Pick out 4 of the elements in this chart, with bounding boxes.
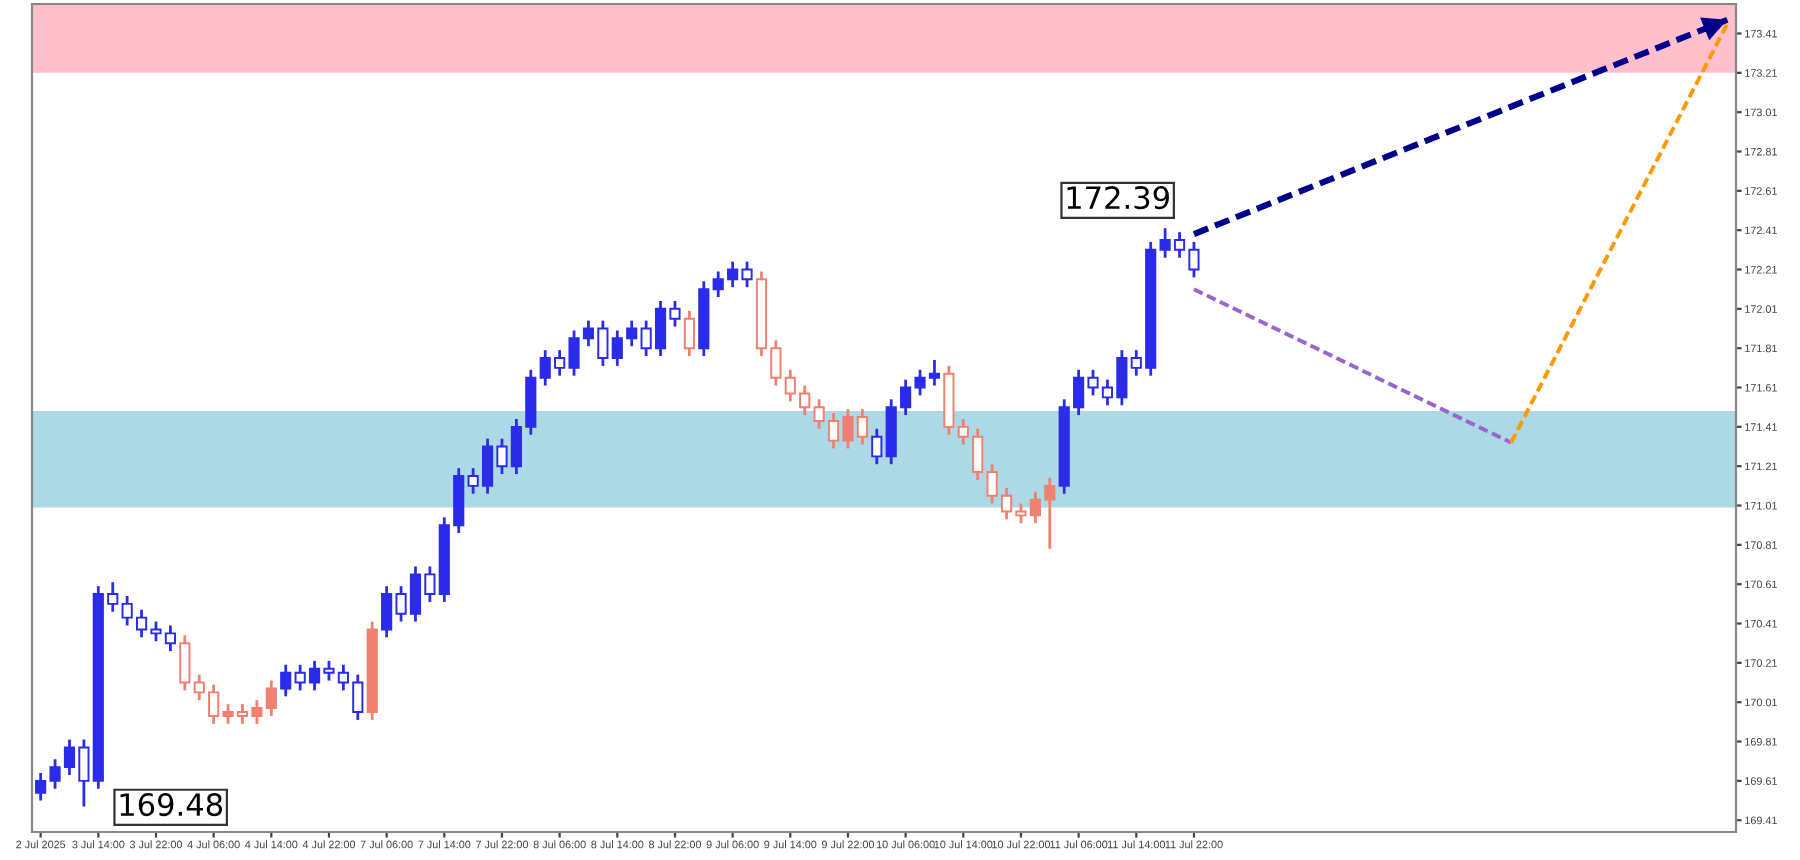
- candlestick: [265, 679, 277, 718]
- annotation: 172.39: [1067, 186, 1169, 210]
- candlestick: [280, 663, 292, 698]
- annotation: 169.48: [120, 793, 223, 817]
